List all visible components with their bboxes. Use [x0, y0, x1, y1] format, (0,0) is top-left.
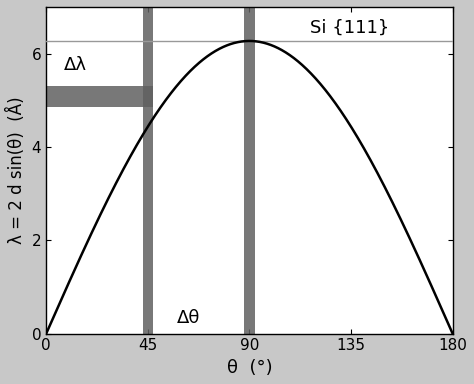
X-axis label: θ  (°): θ (°)	[227, 359, 272, 377]
Text: Si {111}: Si {111}	[310, 18, 390, 36]
Text: Δθ: Δθ	[177, 310, 201, 328]
Bar	[143, 7, 154, 334]
Text: Δλ: Δλ	[64, 56, 87, 74]
Y-axis label: λ = 2 d sin(θ)  (Å): λ = 2 d sin(θ) (Å)	[7, 96, 26, 244]
Bar	[244, 7, 255, 334]
Bar	[46, 86, 154, 107]
